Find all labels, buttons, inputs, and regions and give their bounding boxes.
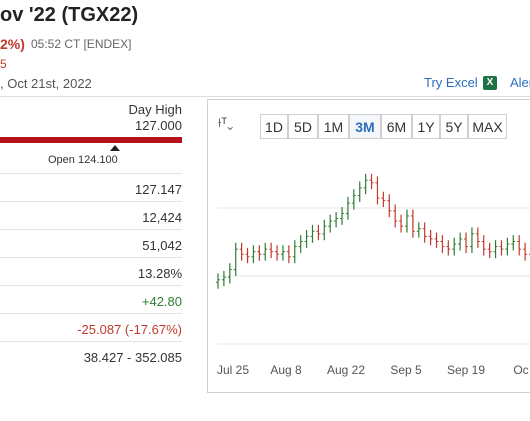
ohlc-bar	[393, 204, 398, 228]
ohlc-bar	[263, 242, 268, 261]
stat-value: 12,424	[142, 210, 182, 225]
range-button-3m[interactable]: 3M	[349, 114, 381, 139]
ohlc-bar	[416, 222, 421, 238]
stat-row: 51,042	[0, 229, 182, 258]
stat-row: 127.147	[0, 173, 182, 202]
ohlc-bar	[410, 209, 415, 238]
ohlc-bar	[464, 232, 469, 253]
ohlc-bar	[233, 242, 238, 276]
range-button-5d[interactable]: 5D	[288, 114, 318, 139]
ohlc-bar	[322, 219, 327, 241]
ohlc-bar	[399, 214, 404, 233]
range-button-6m[interactable]: 6M	[381, 114, 412, 139]
ohlc-bar	[227, 263, 232, 284]
ohlc-bar	[422, 222, 427, 243]
ohlc-bar	[340, 207, 345, 225]
ohlc-bar	[475, 227, 480, 248]
ohlc-bar	[487, 242, 492, 259]
ohlc-bar	[351, 189, 356, 210]
ohlc-bar	[404, 209, 409, 233]
ohlc-bar	[446, 240, 451, 256]
x-axis-tick-label: Oc	[513, 363, 528, 377]
ohlc-bar	[251, 245, 256, 264]
stat-row: 13.28%	[0, 257, 182, 286]
ohlc-bar	[499, 240, 504, 256]
stat-row: 12,424	[0, 201, 182, 230]
day-range-bar	[0, 137, 182, 143]
ohlc-bar	[269, 242, 274, 259]
ohlc-bar	[517, 235, 522, 256]
ohlc-bar	[434, 232, 439, 248]
ohlc-bar	[363, 173, 368, 195]
day-high-value: 127.000	[135, 118, 182, 133]
stat-value: 51,042	[142, 238, 182, 253]
range-button-1y[interactable]: 1Y	[412, 114, 440, 139]
stat-value: +42.80	[141, 294, 182, 309]
chart-type-dropdown[interactable]: ⟊ᵀ⌄	[218, 115, 234, 130]
quote-time: 05:52 CT [ENDEX]	[31, 37, 132, 51]
price-change: 2%)	[0, 36, 25, 52]
ohlc-bar	[310, 224, 315, 243]
range-button-1m[interactable]: 1M	[318, 114, 349, 139]
ohlc-bar	[529, 253, 530, 255]
ohlc-bar	[245, 247, 250, 264]
ohlc-bar	[381, 191, 386, 208]
ohlc-bar	[375, 176, 380, 205]
ohlc-bar	[345, 196, 350, 220]
stat-row: -25.087 (-17.67%)	[0, 313, 182, 342]
open-label: Open 124.100	[48, 154, 118, 166]
ohlc-bar	[280, 245, 285, 261]
ohlc-bar	[275, 245, 280, 261]
ohlc-bar	[523, 242, 528, 261]
stat-row: 38.427 - 352.085	[0, 341, 182, 370]
alerts-link[interactable]: Aler	[510, 75, 530, 90]
ohlc-bar	[292, 240, 297, 264]
ohlc-bar	[428, 230, 433, 246]
x-axis-tick-label: Jul 25	[217, 363, 249, 377]
stat-value: 127.147	[135, 182, 182, 197]
ohlc-bar	[458, 232, 463, 251]
header-divider	[0, 96, 530, 97]
x-axis-tick-label: Aug 8	[270, 363, 302, 377]
try-excel-link[interactable]: Try Excel	[424, 75, 478, 90]
ohlc-bar	[334, 212, 339, 228]
ohlc-bar	[286, 245, 291, 264]
stat-value: -25.087 (-17.67%)	[77, 322, 182, 337]
ohlc-bar	[328, 214, 333, 233]
x-axis-tick-label: Sep 19	[447, 363, 485, 377]
sub-value: 5	[0, 57, 7, 71]
ohlc-bar	[304, 230, 309, 248]
ohlc-bar	[316, 224, 321, 241]
ohlc-bar	[369, 173, 374, 190]
ohlc-bar	[221, 270, 226, 287]
ohlc-bar	[357, 181, 362, 202]
ohlc-bar	[511, 235, 516, 251]
ohlc-bar	[493, 240, 498, 259]
contract-title: ov '22 (TGX22)	[0, 4, 139, 26]
excel-icon[interactable]: X	[483, 76, 497, 90]
ohlc-bar	[257, 245, 262, 261]
range-button-5y[interactable]: 5Y	[440, 114, 468, 139]
ohlc-bar	[505, 237, 510, 256]
quote-date: , Oct 21st, 2022	[0, 76, 92, 91]
ohlc-bar	[298, 235, 303, 253]
ohlc-bar	[481, 235, 486, 256]
ohlc-bar	[469, 227, 474, 253]
stat-value: 38.427 - 352.085	[83, 350, 182, 365]
x-axis-tick-label: Aug 22	[327, 363, 365, 377]
ohlc-bar	[387, 194, 392, 218]
open-marker-icon	[110, 145, 120, 151]
stat-row: +42.80	[0, 285, 182, 314]
ohlc-bar	[216, 273, 220, 289]
day-high-label: Day High	[128, 102, 182, 117]
range-button-1d[interactable]: 1D	[260, 114, 288, 139]
ohlc-bar	[440, 235, 445, 253]
ohlc-bar	[452, 237, 457, 256]
ohlc-bar	[239, 242, 244, 261]
stat-value: 13.28%	[137, 266, 182, 281]
range-button-max[interactable]: MAX	[468, 114, 507, 139]
x-axis-tick-label: Sep 5	[390, 363, 422, 377]
